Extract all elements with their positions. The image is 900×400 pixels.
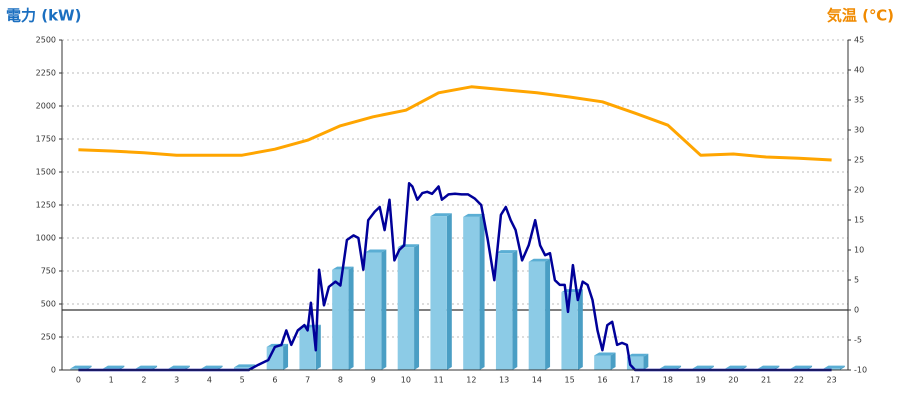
bar-top bbox=[528, 258, 551, 262]
y2-tick-label: -5 bbox=[854, 336, 862, 345]
y2-tick-label: 35 bbox=[854, 96, 864, 105]
bar-top bbox=[790, 365, 813, 369]
temperature-line bbox=[78, 85, 832, 162]
y2-tick-label: 30 bbox=[854, 126, 864, 135]
y-tick-label: 2250 bbox=[36, 69, 56, 78]
bar-side bbox=[381, 249, 387, 370]
x-tick-label: 19 bbox=[696, 376, 706, 385]
bar bbox=[495, 253, 513, 370]
bar-side bbox=[545, 258, 551, 370]
bar-top bbox=[725, 365, 747, 369]
y2-tick-label: 45 bbox=[854, 36, 864, 45]
bar bbox=[528, 261, 546, 370]
bar-side bbox=[610, 352, 616, 370]
y-tick-label: 0 bbox=[51, 366, 56, 375]
x-tick-label: 4 bbox=[207, 376, 212, 385]
y2-tick-label: -10 bbox=[854, 366, 867, 375]
y2-tick-label: 40 bbox=[854, 66, 864, 75]
bar-top bbox=[233, 364, 256, 368]
bar-side bbox=[414, 244, 420, 370]
bar-top bbox=[201, 365, 223, 369]
bar-top bbox=[594, 352, 616, 356]
bar bbox=[70, 368, 87, 370]
y-tick-label: 750 bbox=[41, 267, 56, 276]
bar bbox=[233, 367, 251, 370]
x-tick-label: 20 bbox=[728, 376, 738, 385]
bar-top bbox=[495, 250, 518, 254]
y2-tick-label: 25 bbox=[854, 156, 864, 165]
bar-top bbox=[135, 365, 158, 369]
bar-side bbox=[512, 250, 518, 370]
y-tick-label: 1250 bbox=[36, 201, 56, 210]
y-tick-label: 1500 bbox=[36, 168, 56, 177]
bar-top bbox=[692, 365, 714, 369]
y-axis-title: 電力 (kW) bbox=[6, 7, 81, 25]
bar-top bbox=[823, 365, 845, 369]
bar-side bbox=[446, 213, 452, 370]
y2-tick-label: 15 bbox=[854, 216, 864, 225]
bar-top bbox=[168, 365, 190, 369]
bar-side bbox=[348, 266, 354, 370]
x-tick-label: 16 bbox=[597, 376, 607, 385]
x-tick-label: 8 bbox=[338, 376, 343, 385]
x-tick-label: 5 bbox=[240, 376, 245, 385]
y-tick-label: 250 bbox=[41, 333, 56, 342]
bar-top bbox=[626, 353, 649, 357]
bar bbox=[430, 216, 447, 370]
x-tick-label: 22 bbox=[794, 376, 804, 385]
bar-top bbox=[659, 365, 682, 369]
x-tick-label: 17 bbox=[630, 376, 640, 385]
bar-side bbox=[839, 365, 845, 370]
y2-tick-label: 5 bbox=[854, 276, 859, 285]
x-tick-label: 7 bbox=[305, 376, 310, 385]
x-tick-label: 11 bbox=[434, 376, 444, 385]
bar-side bbox=[479, 213, 485, 370]
bar-top bbox=[757, 365, 780, 369]
y-tick-label: 2500 bbox=[36, 36, 56, 45]
y2-tick-label: 10 bbox=[854, 246, 864, 255]
bar-top bbox=[102, 365, 125, 369]
x-tick-label: 3 bbox=[174, 376, 179, 385]
x-tick-label: 13 bbox=[499, 376, 509, 385]
bar bbox=[364, 252, 382, 370]
y-tick-label: 2000 bbox=[36, 102, 56, 111]
y-tick-label: 500 bbox=[41, 300, 56, 309]
bar-top bbox=[70, 365, 92, 369]
x-tick-label: 23 bbox=[827, 376, 837, 385]
bar-top bbox=[463, 213, 485, 217]
x-tick-label: 2 bbox=[141, 376, 146, 385]
bar bbox=[463, 216, 480, 370]
bar bbox=[332, 269, 349, 370]
y-tick-label: 1750 bbox=[36, 135, 56, 144]
x-tick-label: 9 bbox=[371, 376, 376, 385]
x-tick-label: 15 bbox=[565, 376, 575, 385]
bar bbox=[397, 247, 415, 370]
x-tick-label: 12 bbox=[466, 376, 476, 385]
y2-tick-label: 0 bbox=[854, 306, 859, 315]
x-tick-label: 14 bbox=[532, 376, 542, 385]
x-tick-label: 1 bbox=[109, 376, 114, 385]
x-tick-label: 0 bbox=[76, 376, 81, 385]
y2-tick-label: 20 bbox=[854, 186, 864, 195]
x-tick-label: 10 bbox=[401, 376, 411, 385]
y2-axis-title: 気温 (℃) bbox=[827, 7, 894, 25]
bar bbox=[561, 292, 578, 370]
bar bbox=[594, 355, 611, 370]
bar-side bbox=[643, 353, 649, 370]
x-tick-label: 21 bbox=[761, 376, 771, 385]
x-tick-label: 18 bbox=[663, 376, 673, 385]
bar-top bbox=[364, 249, 387, 253]
bar-top bbox=[430, 213, 452, 217]
bar-side bbox=[283, 343, 289, 370]
bar bbox=[823, 368, 840, 370]
power-line bbox=[78, 181, 832, 372]
y-tick-label: 1000 bbox=[36, 234, 56, 243]
bar bbox=[299, 327, 316, 370]
bar-side bbox=[577, 289, 583, 370]
x-tick-label: 6 bbox=[272, 376, 277, 385]
